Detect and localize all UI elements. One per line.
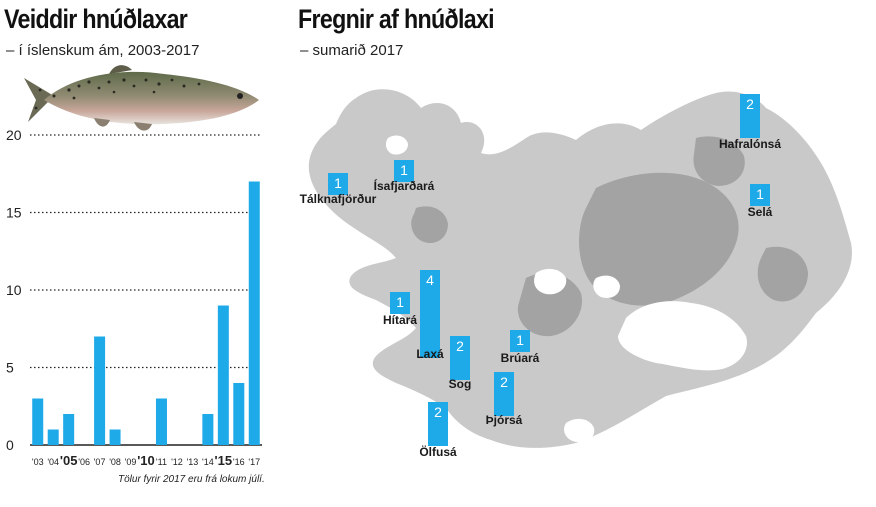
map-location-label: Ölfusá — [419, 444, 457, 459]
map-location-label: Hafralónsá — [719, 137, 781, 151]
x-tick-label: '09 — [125, 457, 137, 467]
glaciers — [385, 135, 747, 443]
map-bar-value: 1 — [400, 162, 408, 178]
langjokull-glacier — [534, 268, 567, 295]
vatnajokull-glacier — [618, 301, 747, 371]
x-tick-label: '10 — [137, 453, 155, 468]
salmon-icon — [24, 65, 259, 131]
map-location-label: Hítará — [383, 313, 417, 327]
x-tick-label: '07 — [94, 457, 106, 467]
y-tick-label: 10 — [6, 282, 22, 298]
x-tick-label: '16 — [233, 457, 245, 467]
map-bar — [394, 160, 414, 182]
map-bar — [510, 330, 530, 352]
map-location-label: Ísafjarðará — [374, 178, 435, 193]
map-bar — [494, 372, 514, 416]
map-bar — [328, 173, 348, 195]
map-bar — [750, 184, 770, 206]
x-tick-label: '05 — [60, 453, 78, 468]
bar — [63, 414, 75, 445]
chart-footnote: Tölur fyrir 2017 eru frá lokum júlí. — [118, 474, 265, 485]
map-bar-value: 1 — [516, 332, 524, 348]
myrdalsjokull-glacier — [564, 418, 595, 443]
hofsjokull-glacier — [593, 275, 620, 298]
drangajokull-glacier — [385, 135, 408, 155]
bar — [32, 398, 44, 445]
map-bar — [420, 270, 440, 358]
map-bar-value: 1 — [334, 175, 342, 191]
map-bar-value: 1 — [756, 186, 764, 202]
map-bar-value: 2 — [456, 338, 464, 354]
x-tick-label: '03 — [32, 457, 44, 467]
bar — [109, 429, 121, 445]
y-tick-label: 0 — [6, 437, 14, 453]
map-location-label: Þjórsá — [486, 413, 523, 427]
map-location-label: Sog — [449, 377, 472, 391]
x-tick-label: '06 — [78, 457, 90, 467]
map-location-label: Selá — [748, 205, 773, 219]
right-map-title: Fregnir af hnúðlaxi — [298, 4, 495, 34]
catch-bar-chart: 0 5 10 15 20 '03'04'05'06 '07'08 '09'10'11 '12 '… — [6, 127, 262, 468]
x-tick-label: '08 — [109, 457, 121, 467]
left-chart-title: Veiddir hnúðlaxar — [4, 4, 188, 34]
map-location-label: Brúará — [501, 351, 540, 365]
map-bar-value: 4 — [426, 272, 434, 288]
map-bar — [428, 402, 448, 446]
map-bar-value: 2 — [434, 404, 442, 420]
x-tick-label: '12 — [171, 457, 183, 467]
bar — [248, 181, 260, 445]
map-bar — [390, 292, 410, 314]
y-tick-label: 5 — [6, 360, 14, 376]
map-bar-value: 2 — [746, 96, 754, 112]
bar — [233, 383, 245, 445]
x-tick-label: '11 — [156, 457, 167, 467]
map-bar — [740, 94, 760, 138]
iceland-map: 1Tálknafjörður1Ísafjarðará2Hafralónsá1Se… — [300, 89, 852, 459]
x-tick-label: '13 — [187, 457, 199, 467]
map-bar — [450, 336, 470, 380]
map-bar-value: 2 — [500, 374, 508, 390]
bar — [155, 398, 167, 445]
right-map-subtitle: – sumarið 2017 — [300, 42, 404, 59]
x-tick-label: '14 — [202, 457, 214, 467]
bar — [202, 414, 214, 445]
map-bar-value: 1 — [396, 294, 404, 310]
y-tick-label: 15 — [6, 205, 22, 221]
left-chart-subtitle: – í íslenskum ám, 2003-2017 — [6, 42, 200, 59]
map-location-label: Laxá — [416, 347, 444, 361]
bar — [94, 336, 106, 445]
x-tick-label: '04 — [47, 457, 59, 467]
x-tick-label: '15 — [215, 453, 233, 468]
x-tick-label: '17 — [248, 457, 260, 467]
bar — [47, 429, 59, 445]
map-location-label: Tálknafjörður — [300, 192, 377, 206]
bar — [217, 305, 229, 445]
highland-shading — [411, 136, 808, 337]
y-tick-label: 20 — [6, 127, 22, 143]
